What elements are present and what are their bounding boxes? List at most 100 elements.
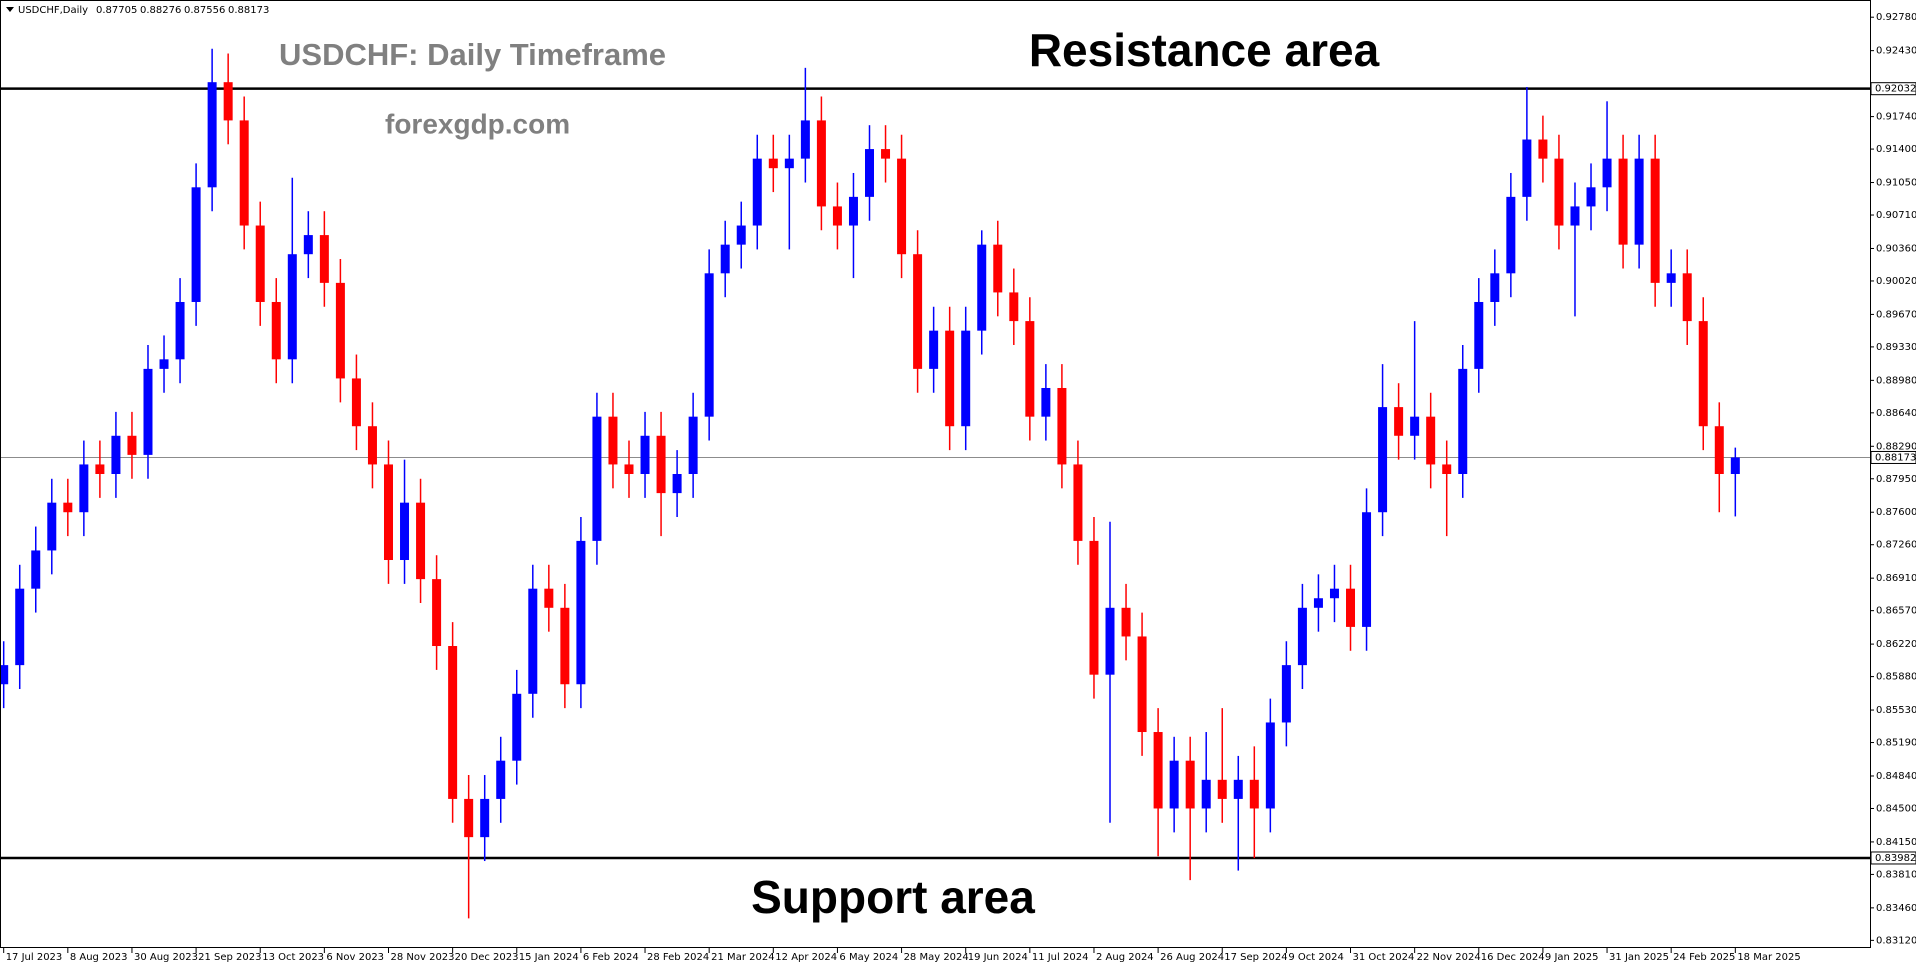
candle-body [319,235,329,283]
candle-body [881,149,891,159]
y-tick-label: 0.83460 [1876,903,1916,914]
header-value: 0.87556 [184,5,225,16]
support-line-label: 0.83982 [1875,853,1916,864]
candle-body [1698,321,1708,427]
candle-body [335,282,345,379]
candle-body [865,149,875,197]
candle-body [1249,779,1259,809]
candle-body [31,550,41,589]
candle-body [223,82,233,121]
x-tick-label: 28 Nov 2023 [390,952,454,963]
y-tick-label: 0.85190 [1876,738,1916,749]
candle-body [239,120,249,226]
candle-body [1233,779,1243,799]
support-line-label-box [1870,851,1916,865]
candle-body [945,330,955,427]
candle-body [1506,196,1516,274]
candle-body [576,540,586,685]
x-tick-label: 30 Aug 2023 [134,952,198,963]
candle-body [367,426,377,465]
candle-body [47,502,57,551]
candle-body [383,464,393,561]
candle-body [800,120,810,159]
x-tick-label: 22 Nov 2024 [1417,952,1481,963]
x-tick-label: 31 Jan 2025 [1609,952,1669,963]
header-value: 0.88276 [140,5,181,16]
candle-body [1458,368,1468,474]
candle-body [1313,598,1323,608]
candle-body [1570,206,1580,226]
candle-body [1394,407,1404,436]
x-tick-label: 2 Aug 2024 [1096,952,1154,963]
y-tick-label: 0.87260 [1876,540,1916,551]
candle-body [1650,158,1660,283]
candle-body [496,760,506,799]
plot-area [0,48,1870,919]
candle-body [897,158,907,255]
candle-body [1297,607,1307,666]
candle-body [175,301,185,360]
x-tick-label: 6 Feb 2024 [583,952,639,963]
candle-body [1329,588,1339,599]
candle-body [1666,273,1676,283]
candle-body [1714,426,1724,474]
candle-body [1442,464,1452,474]
candle-body [1554,158,1564,226]
candle-body [255,225,265,302]
candle-body [512,693,522,761]
candle-body [143,368,153,455]
candle-body [79,464,89,513]
candle-body [15,588,25,666]
x-tick-label: 6 Nov 2023 [326,952,384,963]
candle-body [1041,387,1051,417]
candle-body [1410,416,1420,436]
candle-body [1522,139,1532,197]
resistance-line-label-box [1870,82,1916,96]
candle-body [1025,321,1035,417]
candle-body [303,235,313,255]
candle-body [1362,512,1372,627]
candle-body [400,502,410,561]
candle-body [816,120,826,207]
last-price-line-label: 0.88173 [1875,452,1916,463]
candle-body [1378,407,1388,513]
candle-body [736,225,746,245]
x-tick-label: 28 May 2024 [904,952,969,963]
candle-body [287,254,297,360]
y-tick-label: 0.89670 [1876,309,1916,320]
support-text: Support area [751,871,1035,923]
y-tick-label: 0.91050 [1876,178,1916,189]
y-tick-label: 0.83810 [1876,869,1916,880]
y-tick-label: 0.89330 [1876,342,1916,353]
candle-body [1217,779,1227,799]
candle-body [480,798,490,838]
candle-body [1730,457,1740,474]
candle-body [432,579,442,647]
candle-body [1634,158,1644,245]
candle-body [1618,158,1628,245]
candle-body [1073,464,1083,541]
x-tick-label: 9 Oct 2024 [1288,952,1343,963]
candle-body [191,187,201,302]
candle-body [1346,588,1356,627]
y-tick-label: 0.84840 [1876,771,1916,782]
candle-body [1265,722,1275,809]
candle-body [127,435,137,455]
watermark: forexgdp.com [385,108,570,139]
candle-body [1009,292,1019,322]
x-tick-label: 8 Aug 2023 [70,952,128,963]
y-tick-label: 0.88290 [1876,441,1916,452]
x-tick-label: 11 Jul 2024 [1032,952,1089,963]
candle-body [111,435,121,474]
candle-body [448,646,458,799]
menu-arrow [6,7,14,12]
resistance-text: Resistance area [1029,24,1380,76]
x-tick-label: 9 Jan 2025 [1545,952,1599,963]
candle-body [416,502,426,580]
symbol: USDCHF,Daily [18,5,88,16]
y-tick-label: 0.86910 [1876,573,1916,584]
candle-body [1185,760,1195,809]
x-tick-label: 13 Oct 2023 [262,952,324,963]
